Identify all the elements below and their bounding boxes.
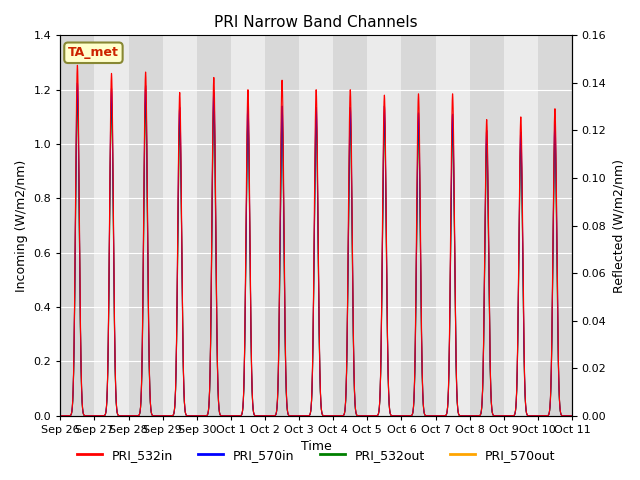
Bar bbox=[367, 36, 401, 416]
Bar bbox=[129, 36, 163, 416]
Y-axis label: Incoming (W/m2/nm): Incoming (W/m2/nm) bbox=[15, 159, 28, 292]
Bar bbox=[401, 36, 436, 416]
Bar bbox=[538, 36, 572, 416]
Bar bbox=[163, 36, 196, 416]
Bar bbox=[196, 36, 231, 416]
Bar bbox=[95, 36, 129, 416]
Bar bbox=[231, 36, 265, 416]
Bar bbox=[504, 36, 538, 416]
Bar bbox=[470, 36, 504, 416]
Bar bbox=[436, 36, 470, 416]
Legend: PRI_532in, PRI_570in, PRI_532out, PRI_570out: PRI_532in, PRI_570in, PRI_532out, PRI_57… bbox=[72, 444, 561, 467]
Y-axis label: Reflected (W/m2/nm): Reflected (W/m2/nm) bbox=[612, 158, 625, 293]
Bar bbox=[333, 36, 367, 416]
Title: PRI Narrow Band Channels: PRI Narrow Band Channels bbox=[214, 15, 418, 30]
Bar bbox=[60, 36, 95, 416]
Bar bbox=[265, 36, 299, 416]
Text: TA_met: TA_met bbox=[68, 46, 119, 59]
X-axis label: Time: Time bbox=[301, 440, 332, 454]
Bar bbox=[299, 36, 333, 416]
